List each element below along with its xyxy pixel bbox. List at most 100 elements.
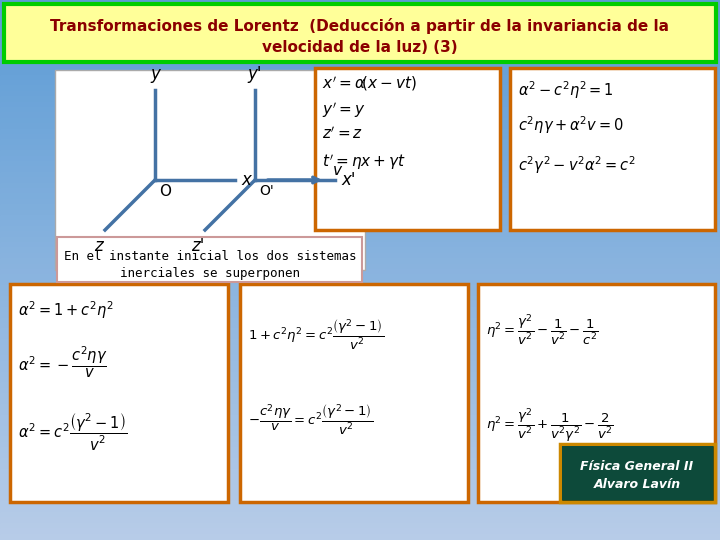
Bar: [0, 490, 720, 497]
Text: v: v: [333, 163, 342, 178]
Text: O': O': [259, 184, 274, 198]
Bar: [0, 534, 720, 540]
Bar: [0, 253, 720, 259]
Bar: [0, 96, 720, 103]
Bar: [0, 42, 720, 49]
Text: z: z: [94, 237, 102, 255]
Bar: [0, 112, 720, 119]
Bar: [0, 307, 720, 313]
Text: $1 + c^2\eta^2 = c^2\dfrac{\left(\gamma^2-1\right)}{v^2}$: $1 + c^2\eta^2 = c^2\dfrac{\left(\gamma^…: [248, 318, 384, 353]
Bar: [0, 366, 720, 373]
Bar: [0, 372, 720, 378]
Bar: [0, 183, 720, 189]
Text: $c^2\gamma^2 - v^2\alpha^2 = c^2$: $c^2\gamma^2 - v^2\alpha^2 = c^2$: [518, 154, 636, 176]
Bar: [0, 269, 720, 275]
Bar: [0, 426, 720, 432]
Text: $y' = y$: $y' = y$: [322, 100, 366, 120]
Bar: [0, 118, 720, 124]
Bar: [0, 517, 720, 524]
Bar: [0, 334, 720, 340]
Bar: [0, 220, 720, 227]
Bar: [0, 393, 720, 400]
Bar: [0, 48, 720, 54]
Bar: [0, 69, 720, 76]
Bar: [0, 64, 720, 70]
Bar: [0, 226, 720, 232]
Bar: [0, 274, 720, 281]
Bar: [0, 345, 720, 351]
Bar: [0, 447, 720, 454]
Bar: [0, 215, 720, 221]
Bar: [0, 480, 720, 486]
Text: $\alpha^2 = c^2\dfrac{\left(\gamma^2-1\right)}{v^2}$: $\alpha^2 = c^2\dfrac{\left(\gamma^2-1\r…: [18, 411, 127, 453]
Bar: [0, 26, 720, 32]
Bar: [0, 199, 720, 205]
Text: En el instante inicial los dos sistemas: En el instante inicial los dos sistemas: [64, 251, 356, 264]
Bar: [0, 15, 720, 22]
Text: $\alpha^2 - c^2\eta^2 = 1$: $\alpha^2 - c^2\eta^2 = 1$: [518, 79, 614, 101]
Text: velocidad de la luz) (3): velocidad de la luz) (3): [262, 40, 458, 56]
Bar: [0, 296, 720, 302]
Bar: [0, 177, 720, 184]
Bar: [0, 247, 720, 254]
Bar: [0, 210, 720, 216]
Bar: [0, 91, 720, 97]
Text: $t' = \eta x + \gamma t$: $t' = \eta x + \gamma t$: [322, 152, 406, 172]
Bar: [0, 388, 720, 394]
Bar: [0, 231, 720, 238]
Bar: [0, 404, 720, 410]
Bar: [0, 485, 720, 491]
Bar: [0, 323, 720, 329]
Bar: [0, 85, 720, 92]
Bar: [0, 399, 720, 405]
Text: y: y: [150, 65, 160, 83]
Bar: [0, 123, 720, 130]
Text: $-\dfrac{c^2\eta\gamma}{v} = c^2\dfrac{\left(\gamma^2-1\right)}{v^2}$: $-\dfrac{c^2\eta\gamma}{v} = c^2\dfrac{\…: [248, 402, 373, 437]
Bar: [0, 523, 720, 529]
Bar: [0, 58, 720, 65]
Bar: [0, 415, 720, 421]
Bar: [0, 139, 720, 146]
Bar: [0, 469, 720, 475]
Bar: [0, 382, 720, 389]
Bar: [0, 312, 720, 319]
Bar: [0, 10, 720, 16]
Text: $\alpha^2 = -\dfrac{c^2\eta\gamma}{v}$: $\alpha^2 = -\dfrac{c^2\eta\gamma}{v}$: [18, 345, 107, 380]
Bar: [0, 80, 720, 86]
Text: y': y': [248, 65, 262, 83]
Bar: [0, 204, 720, 211]
Text: $x' = \alpha\!\left(x - vt\right)$: $x' = \alpha\!\left(x - vt\right)$: [322, 75, 417, 93]
Bar: [4, 4, 716, 62]
Bar: [0, 156, 720, 162]
Bar: [0, 528, 720, 535]
Bar: [510, 68, 715, 230]
Bar: [0, 107, 720, 113]
Bar: [0, 420, 720, 427]
Bar: [478, 284, 715, 502]
Text: Transformaciones de Lorentz  (Deducción a partir de la invariancia de la: Transformaciones de Lorentz (Deducción a…: [50, 18, 670, 34]
Bar: [0, 258, 720, 265]
Bar: [0, 280, 720, 286]
Bar: [0, 361, 720, 367]
Bar: [0, 102, 720, 108]
Bar: [0, 442, 720, 448]
Bar: [0, 188, 720, 194]
Bar: [0, 75, 720, 81]
Bar: [0, 193, 720, 200]
Text: $\eta^2 = \dfrac{\gamma^2}{v^2} + \dfrac{1}{v^2\gamma^2} - \dfrac{2}{v^2}$: $\eta^2 = \dfrac{\gamma^2}{v^2} + \dfrac…: [486, 406, 614, 444]
Bar: [0, 512, 720, 518]
Bar: [0, 339, 720, 346]
Bar: [0, 53, 720, 59]
Bar: [560, 444, 715, 502]
Text: Física General II: Física General II: [580, 461, 693, 474]
Bar: [0, 150, 720, 157]
Bar: [0, 285, 720, 292]
Bar: [55, 70, 365, 270]
Bar: [0, 129, 720, 135]
Bar: [0, 301, 720, 308]
Bar: [0, 496, 720, 502]
Bar: [0, 31, 720, 38]
Bar: [0, 507, 720, 513]
Bar: [0, 350, 720, 356]
Bar: [0, 166, 720, 173]
